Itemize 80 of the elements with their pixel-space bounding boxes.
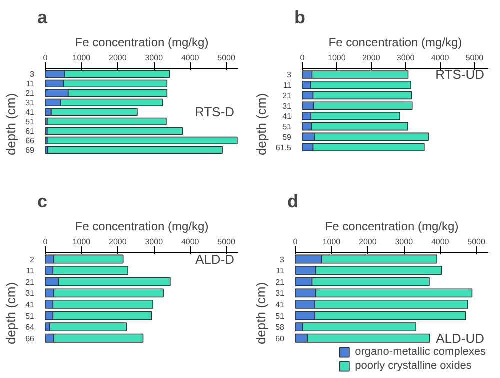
y-tick-label: 3 xyxy=(280,255,286,264)
x-tick-label: 3000 xyxy=(396,54,416,62)
x-tick-label: 3000 xyxy=(145,238,164,246)
annotation: RTS-UD xyxy=(436,67,485,82)
y-tick-label: 51 xyxy=(276,312,286,321)
x-tick-label: 2000 xyxy=(362,54,381,62)
y-axis-title: depth (cm) xyxy=(4,282,19,345)
y-tick-label: 11 xyxy=(276,266,286,276)
y-tick-label: 11 xyxy=(26,80,36,89)
y-tick-label: 21 xyxy=(26,278,36,287)
x-tick-label: 4000 xyxy=(431,238,450,246)
x-tick-label: 0 xyxy=(300,54,306,62)
x-tick-label: 0 xyxy=(293,238,298,246)
y-tick-label: 21 xyxy=(282,91,292,100)
y-tick-label: 41 xyxy=(276,300,286,310)
y-tick-label: 59 xyxy=(282,132,292,142)
chart-title: a xyxy=(38,8,48,28)
y-tick-label: 66 xyxy=(26,136,36,146)
y-tick-label: 61 xyxy=(26,127,36,136)
x-tick-label: 3000 xyxy=(145,54,164,62)
y-tick-label: 3 xyxy=(30,70,36,80)
x-axis-title: Fe concentration (mg/kg) xyxy=(75,36,209,50)
x-tick-label: 2000 xyxy=(109,54,128,62)
y-tick-label: 60 xyxy=(276,334,286,344)
y-tick-label: 69 xyxy=(26,146,36,156)
y-tick-label: 66 xyxy=(26,334,36,344)
y-axis-title: depth (cm) xyxy=(254,282,269,345)
y-tick-label: 51 xyxy=(26,312,36,321)
y-axis-title: depth (cm) xyxy=(4,93,19,156)
bar xyxy=(49,322,128,332)
x-tick-label: 3000 xyxy=(395,238,414,246)
y-tick-label: 31 xyxy=(282,102,292,111)
x-tick-label: 0 xyxy=(43,238,48,246)
x-tick-label: 1000 xyxy=(72,238,92,246)
y-tick-label: 21 xyxy=(276,278,286,287)
x-axis-title: Fe concentration (mg/kg) xyxy=(328,36,462,50)
x-tick-label: 5000 xyxy=(218,238,236,246)
y-tick-label: 64 xyxy=(26,323,36,332)
y-tick-label: 58 xyxy=(276,323,286,332)
x-tick-label: 5000 xyxy=(218,54,236,62)
x-tick-label: 2000 xyxy=(109,238,128,246)
y-axis-title: depth (cm) xyxy=(254,93,269,156)
chart-title: d xyxy=(288,192,298,212)
x-axis-title: Fe concentration (mg/kg) xyxy=(75,220,209,234)
legend-label: poorly crystalline oxides xyxy=(355,360,472,372)
bar xyxy=(46,127,184,135)
y-tick-label: 31 xyxy=(276,289,286,298)
y-tick-label: 31 xyxy=(26,98,36,108)
y-tick-label: 61.5 xyxy=(276,143,292,152)
x-tick-label: 2000 xyxy=(359,238,378,246)
y-tick-label: 21 xyxy=(26,89,36,98)
y-tick-label: 51 xyxy=(26,118,36,127)
annotation: RTS-D xyxy=(195,104,234,120)
x-tick-label: 1000 xyxy=(328,54,346,62)
bar xyxy=(47,146,223,154)
y-tick-label: 11 xyxy=(283,81,292,90)
chart-title: c xyxy=(38,192,48,212)
annotation: ALD-UD xyxy=(436,330,485,346)
x-axis-title: Fe concentration (mg/kg) xyxy=(325,220,459,234)
x-tick-label: 5000 xyxy=(468,238,486,246)
y-tick-label: 3 xyxy=(287,70,292,80)
y-tick-label: 2 xyxy=(30,255,36,264)
x-tick-label: 1000 xyxy=(322,238,342,246)
x-tick-label: 4000 xyxy=(431,54,450,62)
annotation: ALD-D xyxy=(195,252,235,267)
x-tick-label: 4000 xyxy=(181,238,200,246)
x-tick-label: 4000 xyxy=(181,54,200,62)
y-tick-label: 41 xyxy=(282,112,292,122)
bar xyxy=(46,136,238,144)
y-tick-label: 41 xyxy=(26,300,36,310)
chart-title: b xyxy=(294,8,306,28)
bar xyxy=(46,118,167,126)
x-tick-label: 0 xyxy=(43,54,48,62)
legend-label: organo-metallic complexes xyxy=(355,346,486,358)
x-tick-label: 1000 xyxy=(72,54,92,62)
y-tick-label: 31 xyxy=(26,289,36,298)
y-tick-label: 11 xyxy=(26,266,36,276)
x-tick-label: 5000 xyxy=(466,54,484,62)
y-tick-label: 41 xyxy=(26,108,36,118)
y-tick-label: 51 xyxy=(282,122,292,132)
